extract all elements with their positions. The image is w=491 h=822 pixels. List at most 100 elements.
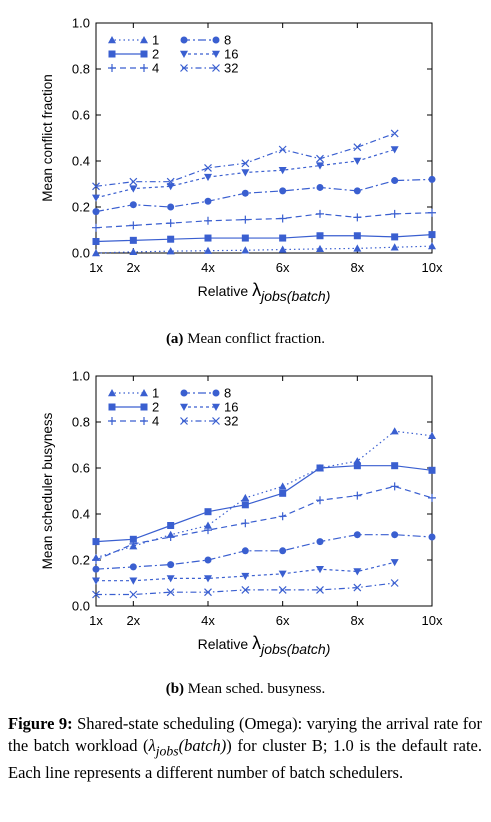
legend-marker	[140, 50, 148, 58]
series-line	[96, 582, 395, 596]
legend-label: 32	[224, 61, 238, 76]
data-point	[390, 209, 399, 218]
data-point	[391, 462, 399, 470]
data-point	[241, 493, 250, 502]
x-tick-label: 6x	[276, 613, 290, 628]
data-point	[204, 163, 212, 172]
data-point	[167, 522, 175, 529]
data-point	[92, 565, 100, 573]
legend-item-16: 16	[180, 400, 238, 415]
series-4	[92, 482, 436, 564]
x-tick-label: 4x	[201, 260, 215, 275]
series-line	[95, 485, 433, 561]
data-point	[278, 570, 287, 578]
data-point	[428, 431, 436, 439]
legend-label: 8	[224, 386, 231, 401]
series-line	[95, 534, 433, 570]
data-point	[129, 563, 137, 571]
subcaption-b-text: Mean sched. busyness.	[187, 681, 326, 697]
data-point	[278, 512, 287, 521]
x-axis-label-prefix: Relative	[198, 636, 252, 652]
data-point	[166, 183, 175, 191]
legend-label: 1	[152, 386, 159, 401]
x-tick-label: 8x	[350, 260, 364, 275]
plot-frame	[95, 22, 433, 254]
data-point	[353, 568, 362, 576]
y-tick-label: 0.6	[72, 108, 90, 123]
plot-frame	[95, 375, 433, 607]
subcaption-a-tag: (a)	[165, 331, 184, 347]
legend-label: 2	[152, 400, 159, 415]
legend-item-4: 4	[108, 61, 159, 76]
data-point	[129, 577, 138, 585]
data-point	[391, 233, 399, 241]
y-tick-label: 0.6	[72, 461, 90, 476]
data-point	[92, 590, 100, 599]
data-point	[316, 232, 324, 240]
legend-label: 1	[152, 33, 159, 48]
subcaption-b-tag: (b)	[165, 681, 185, 697]
legend-label: 16	[224, 47, 238, 62]
series-line	[95, 234, 433, 243]
data-point	[92, 556, 100, 564]
data-point	[241, 501, 249, 509]
series-1	[92, 242, 436, 257]
caption-lambda: λjobs(batch)	[148, 736, 227, 759]
data-point	[353, 531, 361, 539]
data-point	[166, 177, 175, 186]
series-line	[96, 561, 395, 582]
series-2	[92, 462, 436, 546]
series-line	[95, 245, 433, 254]
data-point	[204, 508, 212, 516]
data-point	[167, 235, 175, 243]
legend-marker	[180, 403, 188, 411]
legend-marker	[212, 50, 220, 58]
data-point	[316, 209, 324, 218]
data-point	[353, 462, 361, 470]
legend-item-4: 4	[108, 414, 159, 429]
x-axis-label-prefix: Relative	[198, 283, 252, 299]
caption-paren: (batch)	[178, 736, 227, 755]
series-line	[95, 465, 433, 543]
data-point	[204, 246, 212, 254]
data-point	[129, 590, 138, 599]
series-16	[92, 559, 399, 585]
legend-item-1: 1	[108, 33, 159, 48]
series-32	[92, 129, 399, 191]
data-point	[428, 242, 436, 250]
legend-label: 2	[152, 47, 159, 62]
x-tick-label: 1x	[89, 260, 103, 275]
series-line	[95, 132, 395, 187]
data-point	[316, 464, 324, 472]
legend-marker	[212, 403, 220, 411]
legend-marker	[212, 417, 220, 425]
data-point	[316, 566, 324, 574]
data-point	[241, 215, 250, 224]
legend-marker	[108, 403, 116, 411]
y-tick-label: 0.2	[72, 200, 90, 215]
x-axis-label-suffix: (batch)	[287, 641, 331, 657]
legend-item-8: 8	[180, 33, 231, 48]
series-16	[92, 146, 399, 202]
y-tick-label: 0.2	[72, 553, 90, 568]
x-axis-label: Relative λjobs(batch)	[198, 633, 331, 657]
data-point	[316, 183, 324, 191]
data-point	[241, 189, 249, 197]
legend-marker	[108, 50, 116, 58]
data-point	[204, 521, 212, 529]
data-point	[241, 234, 249, 242]
legend-marker	[108, 417, 116, 425]
data-point	[316, 585, 324, 594]
data-point	[316, 538, 324, 546]
x-axis-label-lambda: λ	[252, 280, 261, 300]
x-axis-label-suffix: (batch)	[287, 288, 331, 304]
y-tick-label: 0.4	[72, 507, 90, 522]
data-point	[391, 177, 399, 185]
data-point	[353, 244, 362, 252]
data-point	[353, 213, 362, 222]
data-point	[204, 556, 212, 564]
data-point	[428, 533, 436, 541]
legend-marker	[212, 389, 220, 397]
legend-label: 4	[152, 61, 159, 76]
